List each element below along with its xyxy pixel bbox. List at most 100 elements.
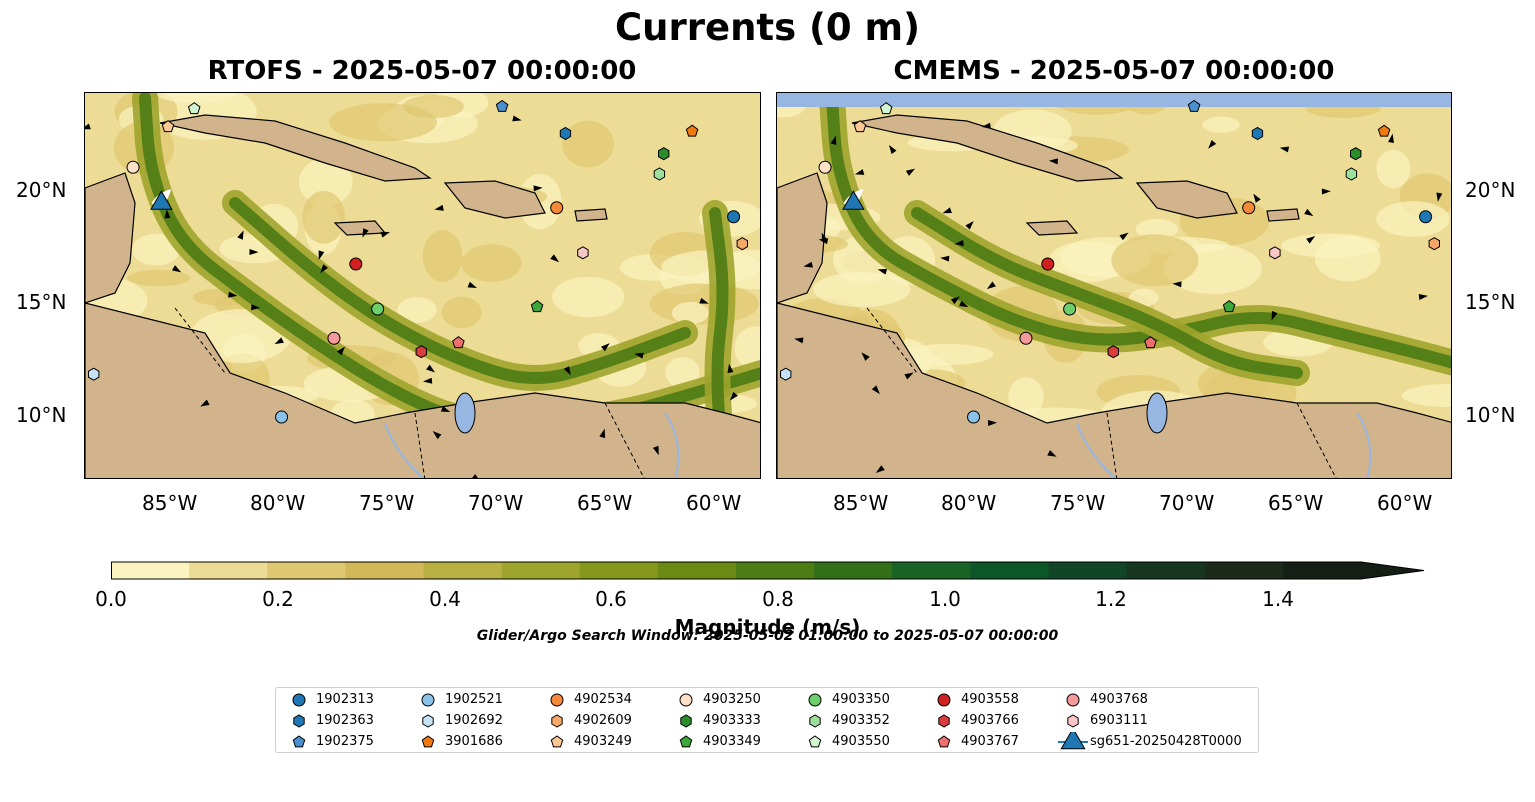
legend-label: 1902692: [445, 713, 503, 728]
speed-field-patch: [1202, 116, 1240, 133]
puerto-rico-land: [574, 208, 608, 222]
argo-float-marker: [879, 102, 893, 115]
speed-field-patch: [1008, 377, 1044, 417]
argo-float-marker: [577, 246, 589, 260]
colorbar-tick-label: 0.8: [762, 587, 794, 611]
legend-marker-icon: [809, 714, 821, 728]
argo-float-marker: [685, 124, 699, 137]
streamline-arrow: [1306, 235, 1316, 244]
speed-field-patch: [127, 269, 191, 287]
streamline-arrow: [854, 169, 865, 175]
legend-marker-icon: [421, 693, 435, 707]
streamline-arrow: [727, 363, 734, 374]
legend-marker-icon: [421, 735, 435, 748]
argo-float-marker: [653, 167, 666, 181]
streamline-arrow: [699, 297, 709, 304]
colorbar-label: Magnitude (m/s): [674, 615, 861, 639]
streamline-arrow: [249, 249, 259, 256]
speed-field-patch: [665, 356, 700, 388]
argo-float-marker: [327, 331, 341, 345]
legend-label: 4903558: [961, 692, 1019, 707]
legend-marker-icon: [937, 735, 951, 748]
argo-float-marker: [452, 336, 465, 349]
argo-float-marker: [736, 237, 748, 251]
legend-marker-icon: [808, 693, 822, 707]
lat-tick-label-right: 20°N: [1465, 178, 1516, 202]
argo-float-marker: [1350, 147, 1362, 161]
speed-field-patch: [1135, 218, 1179, 240]
colorbar-segment: [579, 562, 659, 579]
streamline-arrow: [336, 346, 346, 356]
streamline-arrow: [905, 168, 916, 176]
glider-marker: [150, 190, 173, 210]
legend-marker-icon: [679, 693, 693, 707]
argo-float-marker: [1269, 246, 1281, 260]
streamline-arrow: [423, 377, 433, 384]
figure-title: Currents (0 m): [614, 6, 920, 49]
streamline-arrow: [563, 366, 571, 376]
speed-field-patch: [1048, 241, 1128, 283]
lat-tick-label-right: 10°N: [1465, 403, 1516, 427]
argo-float-marker: [1419, 210, 1433, 224]
legend-label: 4903550: [832, 734, 890, 749]
south-america-land: [85, 302, 760, 478]
streamline-arrow: [959, 300, 969, 308]
lon-tick-label: 75°W: [1050, 491, 1106, 515]
legend-marker-icon: [292, 693, 306, 707]
speed-field-patch: [1376, 149, 1411, 189]
colorbar-tick-label: 0.6: [595, 587, 627, 611]
hispaniola-land: [1135, 180, 1238, 219]
streamline-arrow: [164, 209, 171, 219]
lat-tick-label-left: 15°N: [16, 290, 67, 314]
lon-tick-label: 60°W: [1377, 491, 1433, 515]
legend-label: 4903333: [703, 713, 761, 728]
streamline-arrow: [803, 261, 813, 268]
lon-tick-label: 85°W: [142, 491, 198, 515]
colorbar-segment: [892, 562, 971, 579]
lon-tick-label: 70°W: [468, 491, 524, 515]
streamline-arrow: [318, 250, 325, 260]
speed-field-patch: [1376, 201, 1450, 237]
argo-float-marker: [1345, 167, 1358, 181]
argo-float-marker: [1019, 331, 1033, 345]
colorbar-segment: [111, 562, 190, 579]
legend-label: 4903249: [574, 734, 632, 749]
lon-tick-label: 60°W: [686, 491, 742, 515]
lat-tick-label-left: 10°N: [16, 403, 67, 427]
colorbar-tick-label: 0.2: [262, 587, 294, 611]
speed-field-patch: [156, 93, 237, 104]
speed-field-patch: [1314, 235, 1381, 282]
panel-title-cmems: CMEMS - 2025-05-07 00:00:00: [893, 56, 1335, 86]
streamline-arrow: [875, 465, 885, 473]
legend-marker-icon: [938, 714, 950, 728]
streamline-arrow: [600, 343, 610, 352]
streamline-arrow: [380, 231, 390, 238]
cuba-land: [851, 114, 1124, 182]
streamline-arrow: [1388, 133, 1394, 144]
streamline-arrow: [986, 281, 996, 290]
streamline-arrow: [320, 264, 329, 274]
legend-label: 1902375: [316, 734, 374, 749]
streamline-arrow: [200, 399, 210, 407]
legend-marker-icon: [293, 714, 305, 728]
legend-marker-icon: [550, 693, 564, 707]
argo-float-marker: [1144, 336, 1157, 349]
lon-tick-label: 65°W: [1268, 491, 1324, 515]
speed-field-patch: [402, 94, 464, 119]
streamline-arrow: [426, 364, 436, 373]
search-window-caption: Glider/Argo Search Window: 2025-05-02 01…: [476, 628, 1059, 644]
argo-float-marker: [559, 126, 572, 141]
streamline-arrow: [940, 255, 950, 262]
argo-float-marker: [1187, 99, 1201, 112]
argo-float-marker: [161, 120, 175, 133]
argo-float-marker: [1222, 300, 1236, 313]
argo-float-marker: [530, 300, 544, 313]
argo-float-marker: [1377, 124, 1391, 137]
speed-field-patch: [813, 272, 911, 307]
lon-tick-label: 65°W: [577, 491, 633, 515]
argo-float-marker: [1063, 302, 1077, 316]
speed-field-patch: [298, 158, 353, 206]
speed-field-patch: [132, 233, 180, 266]
streamline-arrow: [861, 352, 870, 361]
colorbar-segment: [736, 562, 815, 579]
